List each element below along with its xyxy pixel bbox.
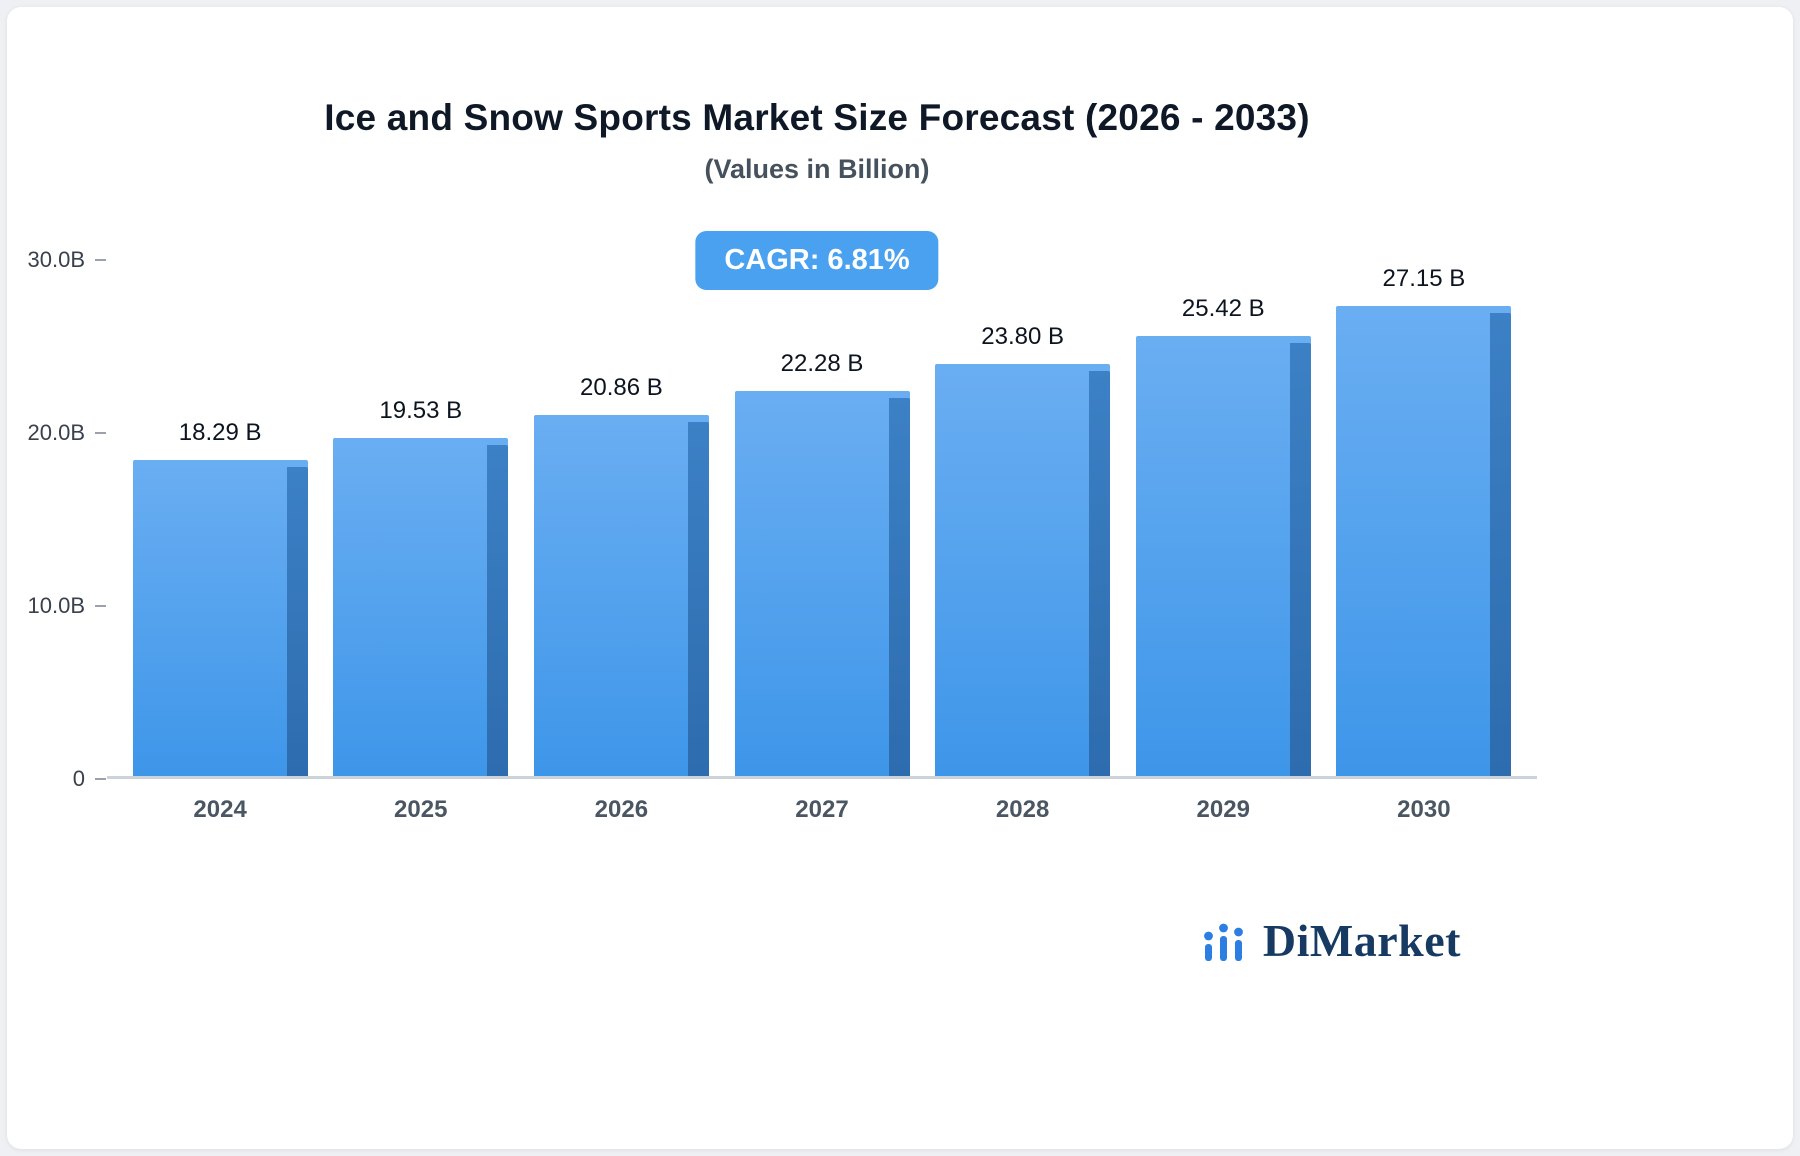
cagr-badge: CAGR: 6.81%	[695, 231, 939, 290]
y-axis-tick-mark	[95, 259, 106, 261]
x-axis-label: 2029	[1196, 796, 1250, 823]
bar-value-label: 20.86 B	[580, 374, 663, 402]
bar	[132, 459, 308, 777]
bar-value-label: 27.15 B	[1382, 265, 1466, 293]
bar	[333, 438, 509, 776]
chart-card: Ice and Snow Sports Market Size Forecast…	[7, 7, 1793, 1149]
bar-value-label: 25.42 B	[1181, 295, 1265, 323]
chart-subtitle: (Values in Billion)	[704, 154, 930, 184]
bar	[734, 390, 910, 777]
bar-group: 18.29 B	[132, 260, 308, 777]
chart-area: Ice and Snow Sports Market Size Forecast…	[7, 7, 1627, 1149]
bar-group: 22.28 B	[734, 260, 910, 777]
chart-title: Ice and Snow Sports Market Size Forecast…	[324, 97, 1310, 138]
y-axis-tick-label: 10.0B	[27, 593, 86, 618]
y-axis-tick-mark	[95, 778, 106, 780]
bar-group: 20.86 B	[533, 260, 709, 776]
bar	[1336, 306, 1512, 776]
brand-logo: DiMarket	[1198, 914, 1461, 967]
x-axis-label: 2024	[193, 796, 247, 823]
x-axis-label: 2030	[1397, 796, 1451, 823]
y-axis-tick-label: 0	[72, 766, 85, 791]
bars-container: 18.29 B 19.53 B 20.86 B 22.28 B 23.80 B 25.42…	[107, 260, 1537, 777]
y-axis-tick-mark	[95, 605, 106, 607]
bar-group: 23.80 B	[935, 260, 1111, 776]
bar-value-label: 18.29 B	[178, 418, 262, 446]
bar-group: 25.42 B	[1135, 260, 1311, 776]
bar	[533, 415, 709, 776]
x-axis-label: 2025	[394, 796, 448, 823]
bar-group: 19.53 B	[333, 260, 509, 776]
x-axis-label: 2027	[795, 796, 849, 823]
plot-area: 18.29 B 19.53 B 20.86 B 22.28 B 23.80 B 25.42…	[107, 260, 1537, 779]
bar-chart-icon	[1203, 923, 1243, 961]
bar-group: 27.15 B	[1336, 260, 1512, 776]
bar-value-label: 23.80 B	[981, 323, 1064, 351]
x-axis-label: 2026	[594, 796, 649, 823]
bar-value-label: 19.53 B	[379, 397, 463, 425]
y-axis-tick-label: 30.0B	[27, 247, 86, 272]
x-axis-labels: 2024 2025 2026 2027 2028 2029 2030	[107, 796, 1537, 824]
bar	[1135, 336, 1311, 776]
brand-logo-text: DiMarket	[1262, 915, 1461, 966]
bar-value-label: 22.28 B	[780, 349, 864, 377]
y-axis-tick-mark	[95, 432, 106, 434]
y-axis-tick-label: 20.0B	[27, 420, 86, 445]
bar	[935, 364, 1111, 776]
x-axis-label: 2028	[995, 796, 1050, 823]
